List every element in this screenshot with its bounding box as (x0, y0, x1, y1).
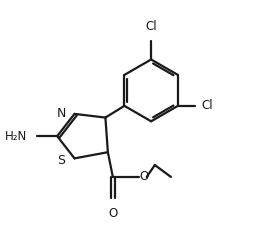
Text: O: O (108, 207, 117, 220)
Text: O: O (140, 170, 149, 183)
Text: H₂N: H₂N (5, 130, 28, 142)
Text: S: S (57, 154, 65, 167)
Text: N: N (57, 107, 66, 120)
Text: Cl: Cl (145, 20, 157, 33)
Text: Cl: Cl (202, 99, 213, 112)
